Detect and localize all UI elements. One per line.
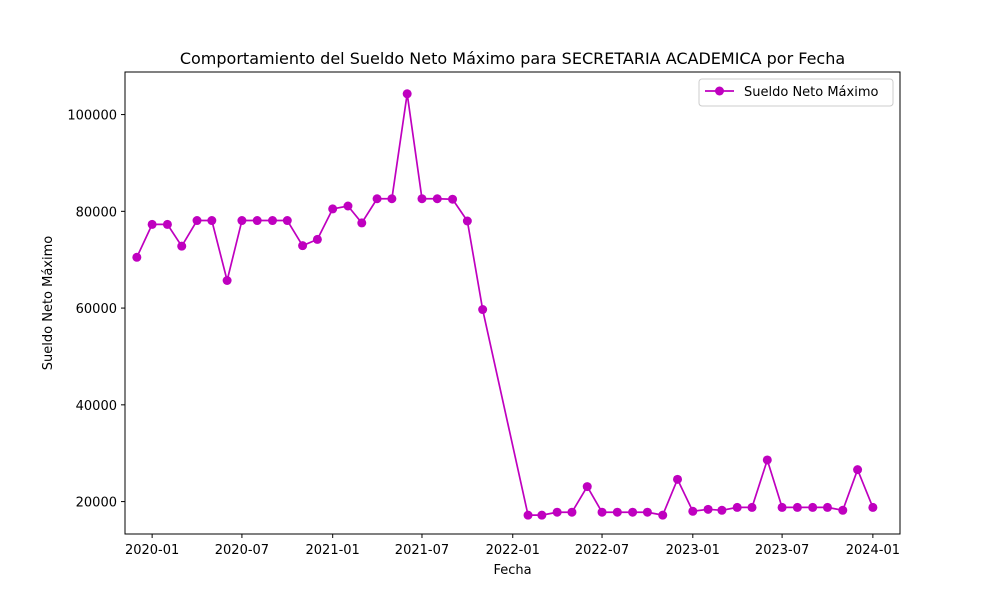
data-point: [673, 474, 683, 484]
data-point: [282, 216, 292, 226]
data-point: [192, 216, 202, 226]
x-tick-label: 2020-07: [215, 543, 269, 558]
legend-box: [698, 78, 894, 107]
data-point: [612, 507, 622, 517]
data-point: [523, 510, 533, 520]
chart-title: Comportamiento del Sueldo Neto Máximo pa…: [180, 49, 845, 68]
data-point: [717, 505, 727, 515]
y-tick-label: 60000: [76, 302, 117, 317]
data-point: [792, 502, 802, 512]
data-point: [462, 216, 472, 226]
data-point: [688, 506, 698, 516]
plot-area: [125, 72, 900, 534]
data-point: [448, 194, 458, 204]
data-point: [628, 507, 638, 517]
data-point: [537, 510, 547, 520]
x-tick-label: 2023-07: [755, 543, 809, 558]
y-tick-label: 80000: [76, 205, 117, 220]
data-point: [162, 219, 172, 229]
legend-label: Sueldo Neto Máximo: [744, 85, 878, 100]
y-tick-label: 40000: [76, 399, 117, 414]
data-point: [268, 216, 278, 226]
data-point: [372, 194, 382, 204]
data-point: [298, 241, 308, 251]
data-point: [237, 216, 247, 226]
data-point: [732, 502, 742, 512]
data-point: [582, 482, 592, 492]
data-point: [177, 241, 187, 251]
x-axis-label: Fecha: [493, 563, 531, 578]
data-point: [402, 89, 412, 99]
x-tick-label: 2024-01: [846, 543, 900, 558]
y-tick-label: 100000: [67, 109, 117, 124]
data-point: [478, 305, 488, 315]
data-point: [147, 219, 157, 229]
data-point: [822, 502, 832, 512]
x-tick-label: 2022-07: [575, 543, 629, 558]
data-point: [552, 507, 562, 517]
data-point: [252, 216, 262, 226]
data-point: [658, 510, 668, 520]
x-tick-label: 2021-07: [395, 543, 449, 558]
legend-marker: [715, 86, 724, 96]
data-point: [762, 455, 772, 465]
data-point: [868, 502, 878, 512]
x-tick-label: 2020-01: [125, 543, 179, 558]
data-point: [432, 194, 442, 204]
data-point: [567, 507, 577, 517]
series-layer: [132, 89, 878, 520]
data-point: [387, 194, 397, 204]
data-point: [642, 507, 652, 517]
data-point: [703, 504, 713, 514]
data-point: [838, 505, 848, 515]
data-point: [207, 216, 217, 226]
data-point: [597, 507, 607, 517]
x-axis: 2020-01 2020-07 2021-01 2021-07 2022-01 2022-…: [125, 534, 900, 558]
x-tick-label: 2023-01: [666, 543, 720, 558]
y-axis: 20000 40000 60000 80000 100000: [67, 109, 125, 511]
data-point: [357, 218, 367, 228]
y-tick-label: 20000: [76, 496, 117, 511]
data-point: [328, 204, 338, 214]
plot-frame: [124, 71, 901, 535]
data-point: [312, 234, 322, 244]
data-point: [777, 502, 787, 512]
data-point: [417, 194, 427, 204]
y-axis-label: Sueldo Neto Máximo: [41, 236, 56, 370]
x-tick-label: 2022-01: [486, 543, 540, 558]
data-point: [808, 502, 818, 512]
legend: Sueldo Neto Máximo: [698, 78, 894, 107]
data-point: [132, 252, 142, 262]
x-tick-label: 2021-01: [306, 543, 360, 558]
data-point: [222, 276, 232, 286]
data-point: [343, 201, 353, 211]
data-point: [853, 465, 863, 475]
data-point: [747, 502, 757, 512]
